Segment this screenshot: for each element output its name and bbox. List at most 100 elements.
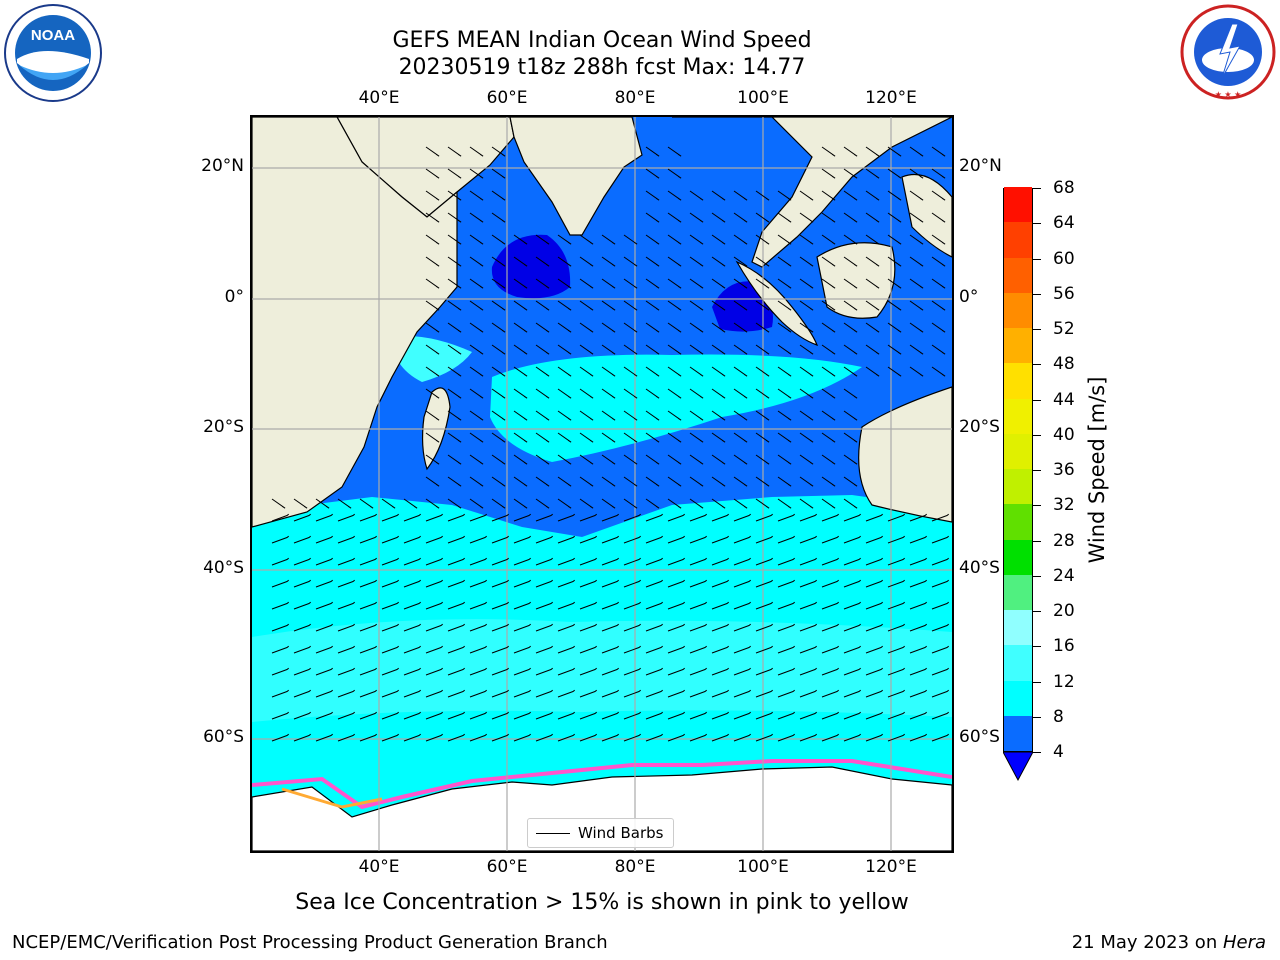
wind-barb bbox=[799, 256, 814, 267]
wind-barb bbox=[579, 689, 598, 698]
wind-barb bbox=[491, 711, 510, 720]
wind-barb bbox=[689, 689, 708, 698]
wind-barb bbox=[359, 498, 374, 509]
wind-barb bbox=[821, 432, 836, 443]
wind-barb bbox=[491, 388, 506, 399]
colorbar-extend-arrow bbox=[1003, 752, 1033, 782]
wind-barb bbox=[557, 256, 572, 267]
colorbar-segment bbox=[1004, 644, 1032, 681]
wind-barb bbox=[315, 557, 334, 566]
wind-barb bbox=[601, 388, 616, 399]
wind-barb bbox=[755, 234, 770, 245]
wind-barb bbox=[667, 601, 686, 610]
wind-barb bbox=[777, 601, 796, 610]
wind-barb bbox=[755, 498, 770, 509]
wind-barb bbox=[425, 601, 444, 610]
wind-barb bbox=[447, 168, 462, 179]
wind-barb bbox=[381, 645, 400, 654]
wind-barb bbox=[535, 278, 550, 289]
wind-barb bbox=[689, 432, 704, 443]
wind-barb bbox=[579, 454, 594, 465]
wind-barb bbox=[469, 278, 484, 289]
wind-barb bbox=[777, 476, 792, 487]
wind-barb bbox=[271, 667, 290, 676]
wind-barb bbox=[843, 579, 862, 588]
wind-barb bbox=[799, 388, 814, 399]
wind-barb bbox=[381, 535, 400, 544]
wind-barb bbox=[315, 498, 330, 509]
wind-barb bbox=[513, 535, 532, 544]
wind-barb bbox=[425, 212, 440, 223]
wind-barb bbox=[931, 711, 950, 720]
wind-barb bbox=[843, 535, 862, 544]
wind-barb bbox=[865, 711, 884, 720]
wind-barb bbox=[469, 146, 484, 157]
wind-barb bbox=[667, 168, 682, 179]
wind-barb bbox=[425, 498, 440, 509]
wind-barb bbox=[887, 256, 902, 267]
wind-barb bbox=[425, 579, 444, 588]
wind-barb bbox=[689, 300, 704, 311]
wind-barb bbox=[469, 410, 484, 421]
wind-barb bbox=[821, 146, 836, 157]
wind-barb bbox=[513, 454, 528, 465]
wind-barb bbox=[469, 454, 484, 465]
wind-barb bbox=[843, 212, 858, 223]
wind-barb bbox=[821, 322, 836, 333]
wind-barb bbox=[733, 190, 748, 201]
wind-barb bbox=[513, 689, 532, 698]
wind-barb bbox=[689, 454, 704, 465]
wind-barb bbox=[755, 476, 770, 487]
wind-barb bbox=[645, 579, 664, 588]
wind-barb bbox=[865, 733, 884, 742]
wind-barb bbox=[821, 278, 836, 289]
wind-barb bbox=[733, 212, 748, 223]
wind-barb bbox=[887, 322, 902, 333]
wind-barb bbox=[491, 476, 506, 487]
wind-barb bbox=[513, 410, 528, 421]
wind-barb bbox=[425, 476, 440, 487]
wind-barb bbox=[667, 711, 686, 720]
wind-barb bbox=[579, 623, 598, 632]
wind-barb bbox=[733, 322, 748, 333]
wind-barb bbox=[469, 733, 488, 742]
wind-barb bbox=[601, 300, 616, 311]
wind-barb bbox=[381, 689, 400, 698]
wind-barb bbox=[799, 557, 818, 566]
wind-barb bbox=[469, 557, 488, 566]
wind-barb bbox=[865, 344, 880, 355]
lon-label-bottom: 40°E bbox=[358, 857, 400, 877]
wind-barb bbox=[909, 168, 924, 179]
wind-barb bbox=[601, 645, 620, 654]
wind-barb bbox=[711, 344, 726, 355]
wind-barb bbox=[315, 711, 334, 720]
wind-barb bbox=[843, 454, 858, 465]
lat-label-left: 20°N bbox=[201, 156, 244, 176]
colorbar-tick-label: 40 bbox=[1053, 424, 1075, 445]
wind-barb bbox=[843, 410, 858, 421]
wind-barb bbox=[755, 535, 774, 544]
wind-barb bbox=[865, 557, 884, 566]
footer-producer: NCEP/EMC/Verification Post Processing Pr… bbox=[12, 932, 608, 953]
wind-barb bbox=[601, 513, 620, 522]
wind-barb bbox=[887, 300, 902, 311]
wind-barb bbox=[513, 256, 528, 267]
wind-barb bbox=[667, 410, 682, 421]
lon-label-bottom: 60°E bbox=[486, 857, 528, 877]
wind-barb bbox=[513, 344, 528, 355]
wind-barb bbox=[645, 256, 660, 267]
map-legend: Wind Barbs bbox=[527, 818, 674, 848]
wind-barb bbox=[491, 366, 506, 377]
wind-barb bbox=[381, 513, 400, 522]
wind-barb bbox=[733, 667, 752, 676]
wind-barb bbox=[557, 733, 576, 742]
wind-barb bbox=[865, 256, 880, 267]
wind-barb bbox=[491, 601, 510, 610]
wind-barb bbox=[579, 256, 594, 267]
wind-barb bbox=[931, 344, 946, 355]
wind-barb bbox=[425, 623, 444, 632]
wind-barb bbox=[557, 535, 576, 544]
wind-barb bbox=[689, 234, 704, 245]
wind-barb bbox=[909, 234, 924, 245]
wind-barb bbox=[909, 300, 924, 311]
